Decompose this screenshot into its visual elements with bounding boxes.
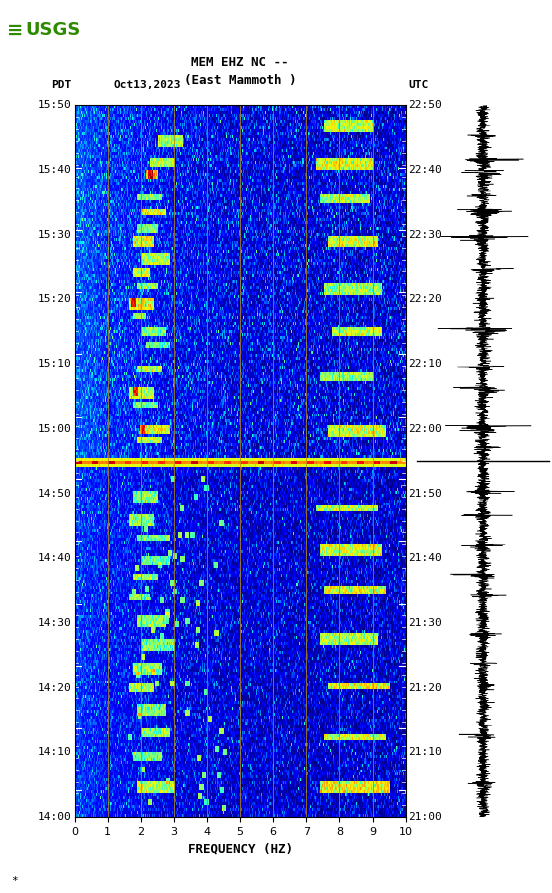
Text: 22:00: 22:00: [408, 424, 442, 434]
Text: 15:20: 15:20: [38, 295, 72, 305]
Text: 14:50: 14:50: [38, 488, 72, 498]
Text: 21:30: 21:30: [408, 618, 442, 628]
Text: 22:40: 22:40: [408, 165, 442, 175]
Text: 21:10: 21:10: [408, 747, 442, 757]
Text: 21:00: 21:00: [408, 812, 442, 822]
Text: 15:00: 15:00: [38, 424, 72, 434]
Text: 15:50: 15:50: [38, 100, 72, 111]
Text: 14:20: 14:20: [38, 682, 72, 693]
Text: 14:30: 14:30: [38, 618, 72, 628]
Text: 15:10: 15:10: [38, 359, 72, 369]
Text: 14:10: 14:10: [38, 747, 72, 757]
Text: 21:50: 21:50: [408, 488, 442, 498]
Text: 21:40: 21:40: [408, 554, 442, 563]
Text: ≡: ≡: [7, 21, 23, 40]
Text: 22:30: 22:30: [408, 230, 442, 240]
Text: 14:40: 14:40: [38, 554, 72, 563]
Text: 22:20: 22:20: [408, 295, 442, 305]
Text: USGS: USGS: [25, 21, 81, 39]
Text: PDT: PDT: [51, 79, 72, 90]
Text: 15:30: 15:30: [38, 230, 72, 240]
X-axis label: FREQUENCY (HZ): FREQUENCY (HZ): [188, 842, 293, 855]
Text: 15:40: 15:40: [38, 165, 72, 175]
Text: 22:10: 22:10: [408, 359, 442, 369]
Text: 21:20: 21:20: [408, 682, 442, 693]
Text: (East Mammoth ): (East Mammoth ): [184, 74, 296, 87]
Text: 22:50: 22:50: [408, 100, 442, 111]
Text: UTC: UTC: [408, 79, 429, 90]
Text: Oct13,2023: Oct13,2023: [113, 79, 181, 90]
Text: MEM EHZ NC --: MEM EHZ NC --: [192, 56, 289, 69]
Text: *: *: [11, 876, 18, 886]
Text: 14:00: 14:00: [38, 812, 72, 822]
